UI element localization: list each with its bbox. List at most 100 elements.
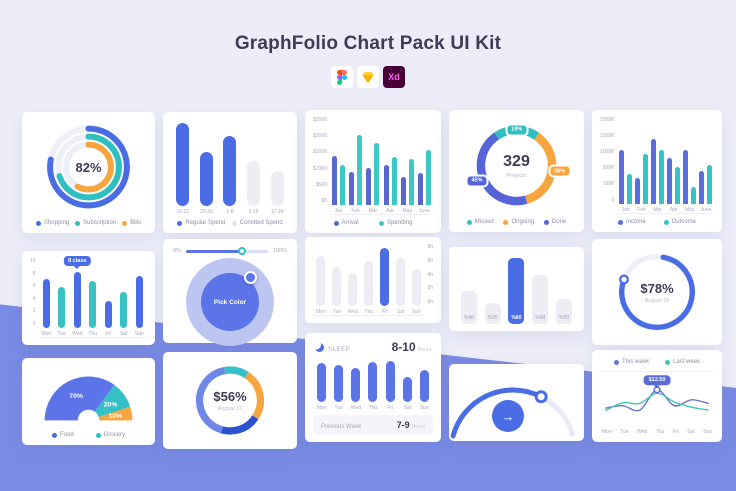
xlabel: Tue: [620, 429, 629, 435]
lg-item: Shopping: [35, 220, 70, 226]
lg-lbl: Missed: [474, 219, 494, 225]
bcol: Mon: [313, 244, 329, 315]
bar: [402, 376, 412, 402]
x-axis-labels: Mon Tue Wed Thu Fri Sat Sun: [600, 428, 714, 435]
bcol: %60: [528, 254, 552, 324]
lg-lbl: Shopping: [43, 220, 70, 226]
lg-lbl: Ongoing: [511, 219, 535, 225]
blabel: Sat: [403, 405, 412, 411]
lg-dot: [122, 220, 128, 226]
ytick: 4: [32, 295, 36, 302]
lg-dot: [663, 219, 669, 225]
bcol: Fri: [101, 258, 116, 337]
lg-item: Subscription: [75, 220, 116, 226]
blabel: Fri: [387, 405, 394, 411]
ytick: 8h: [427, 244, 433, 250]
adobe-xd-icon: Xd: [383, 66, 405, 88]
ytick: 6: [32, 283, 36, 290]
xlabel: Wed: [637, 429, 648, 435]
barea: [329, 244, 345, 306]
blabel: Sat: [396, 309, 405, 315]
bar: [340, 164, 345, 205]
bar: [332, 155, 337, 205]
bcol: Tue: [54, 258, 69, 337]
blabel: Sat: [119, 331, 128, 337]
legend: Income Outcome: [600, 214, 714, 225]
bcol: Sun: [409, 244, 425, 315]
bcol: Jan: [617, 117, 633, 213]
picker-knob[interactable]: [244, 271, 257, 284]
bcol: Wed: [345, 244, 361, 315]
barea: [116, 258, 131, 328]
barea: [698, 117, 714, 204]
barea: [218, 119, 242, 206]
btooltip: 8 class: [64, 256, 91, 266]
bar: [374, 143, 380, 205]
bar: [104, 301, 112, 328]
bcol: Fri: [377, 244, 393, 315]
lg-item: Regular Spend: [177, 220, 225, 226]
dbadge: 36%: [548, 164, 572, 178]
bar: [651, 138, 657, 204]
barea: [171, 119, 195, 206]
barea: [195, 119, 219, 206]
lg-lbl: Arrival: [341, 220, 359, 226]
sleep-hours-value: 8-10: [391, 340, 416, 354]
svg-text:20%: 20%: [104, 401, 118, 408]
slider-max-label: 100%: [272, 248, 287, 254]
ytick: 8: [32, 270, 36, 277]
ilabel: %30: [559, 315, 570, 321]
blabel: Tue: [57, 331, 66, 337]
blabel: Jan: [621, 207, 630, 213]
dbadge: 19%: [505, 123, 529, 137]
slider-track[interactable]: [185, 247, 268, 255]
legend: Regular Spend Comitted Spend: [171, 215, 289, 226]
lg-lbl: Regular Spend: [185, 220, 226, 226]
svg-text:10%: 10%: [109, 413, 123, 420]
blabel: Mar: [653, 207, 663, 213]
lg-dot: [35, 220, 41, 226]
lg-dot: [665, 359, 670, 365]
picker-outer-ring[interactable]: Pick Color: [186, 258, 274, 346]
lg-lbl: Income: [625, 219, 646, 225]
lg-lbl: Grocery: [103, 432, 125, 438]
blabel: Wed: [350, 405, 361, 411]
lg-dot: [503, 219, 509, 225]
ilabel: %60: [535, 315, 546, 321]
blabel: Jan: [334, 208, 343, 214]
blabel: June: [700, 207, 712, 213]
lg-item: Spending: [379, 220, 412, 226]
blabel: Tue: [332, 309, 342, 315]
barea: [364, 117, 381, 205]
barea: [409, 244, 425, 306]
card-projects-donut: 329 Projects 19% 36% 45% Missed Ongoing Done: [449, 110, 584, 232]
card-arrival-spending: $2500 $2000 $1500 $1000 $500 $0 Jan Feb Mar Apr Ma…: [305, 110, 441, 233]
ytick: 0: [611, 197, 615, 203]
bcol: 8 class Wed: [64, 256, 91, 337]
xlabel: Sun: [703, 429, 712, 435]
bar: %80: [508, 258, 525, 324]
design-tool-badges: Xd: [0, 66, 736, 88]
card-progress-ring: $78% August 25: [592, 239, 722, 345]
bar: [366, 168, 372, 205]
ytick: 10: [30, 258, 36, 264]
hours-bar-chart: Mon Tue Wed Thu Fri Sat Sun 8h 6h 4h 2h 0h: [313, 244, 433, 316]
slider-knob[interactable]: [237, 247, 246, 255]
bcol: Tue: [329, 244, 345, 315]
blabel: Feb: [351, 208, 360, 214]
xlabel: Thu: [655, 429, 665, 435]
percent-bar-chart: %40 %25 %80 %60 %30: [457, 254, 576, 324]
plot: 16-22 23-30 1-8 9-16 17-24: [171, 119, 289, 215]
barea: [54, 258, 69, 328]
plot: Mon Tue Wed Thu Fri Sat Sun: [313, 356, 433, 411]
lg-item: This week: [613, 359, 649, 365]
bar: [391, 157, 397, 205]
blabel: Wed: [72, 331, 83, 337]
card-budget-donut: $56% August 17: [163, 352, 297, 449]
barea: [347, 117, 364, 205]
bcol: Sat: [116, 258, 131, 337]
blabel: Thu: [368, 405, 378, 411]
next-arrow-button[interactable]: →: [492, 400, 524, 432]
line-tt: $12.50: [643, 375, 671, 386]
lg-item: Grocery: [95, 432, 125, 438]
